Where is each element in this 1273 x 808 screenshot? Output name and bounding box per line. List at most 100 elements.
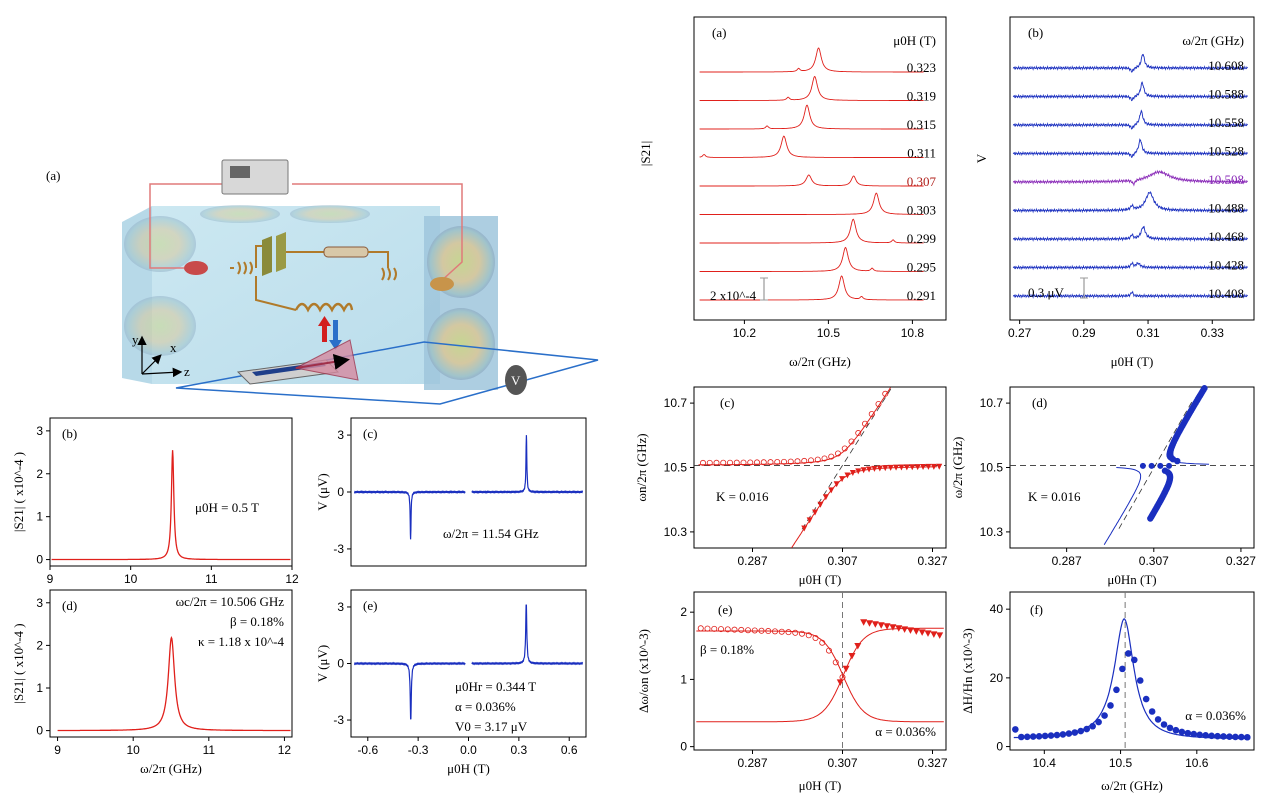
panel-rd: 0.287 0.307 0.327 10.3 10.5 10.7 (d) K = 0.016 ω… (950, 385, 1256, 587)
x-tick-label: 0.307 (827, 554, 857, 568)
open-data-point (758, 627, 765, 634)
panel-label: (e) (718, 602, 732, 617)
linewidth-point (1142, 695, 1150, 703)
upper-branch-point (1201, 385, 1208, 392)
y-tick-label: 2 (36, 467, 43, 481)
upper-branch-point (821, 455, 828, 462)
upper-branch-point (747, 459, 754, 466)
linewidth-point (1190, 730, 1198, 738)
x-axis-label: μ0H (T) (1111, 354, 1154, 369)
linewidth-point (1238, 733, 1245, 741)
x-tick-label: 9 (54, 743, 61, 757)
coupling-annotation: K = 0.016 (716, 489, 769, 504)
y-tick-label: 10.7 (664, 396, 688, 410)
plot-frame (693, 591, 947, 751)
x-tick-label: 0.287 (737, 756, 767, 770)
upper-branch-point (875, 400, 882, 407)
filled-data-point (924, 630, 932, 637)
y-tick-label: 1 (36, 510, 43, 524)
crossing-point (1148, 462, 1155, 469)
open-data-point (738, 626, 745, 633)
x-axis-label: μ0H (T) (447, 761, 490, 776)
filled-data-point (901, 626, 909, 633)
schematic-panel-label: (a) (46, 168, 60, 183)
lower-branch-point (839, 476, 846, 483)
y-tick-label: 2 (36, 638, 43, 652)
voltage-trace (353, 490, 466, 540)
open-data-point (711, 625, 718, 632)
panel-label: (a) (712, 25, 726, 40)
filled-data-point (854, 642, 862, 650)
mode-lobe-left-bottom (124, 296, 196, 356)
y-tick-label: -3 (333, 713, 344, 727)
open-data-point (697, 625, 704, 632)
field-trace-label: 0.311 (907, 146, 936, 161)
open-data-point (731, 626, 738, 633)
upper-branch-point (767, 459, 774, 466)
lower-branch-point (909, 464, 916, 471)
lower-branch-point (1147, 515, 1154, 522)
s21-stack-trace (699, 246, 924, 272)
y-tick-label: 0 (337, 657, 344, 671)
upper-branch-point (794, 458, 801, 465)
x-tick-label: 0.327 (917, 756, 947, 770)
open-data-point (704, 625, 711, 632)
x-axis-label: μ0H (T) (799, 572, 842, 587)
field-trace-label: 0.307 (907, 174, 937, 189)
linewidth-point (1119, 665, 1126, 673)
lower-branch-point (866, 466, 873, 473)
axis-x-label: x (170, 340, 177, 355)
s21-stack-trace (699, 174, 924, 187)
lower-branch-point (903, 464, 910, 471)
frequency-trace-label: 10.528 (1208, 144, 1244, 159)
filled-data-point (930, 631, 938, 638)
field-trace-label: 0.319 (907, 89, 936, 104)
plot-frame (1009, 16, 1255, 321)
linewidth-point (1035, 732, 1043, 740)
voltage-stack-trace (1012, 290, 1248, 299)
linewidth-point (1208, 732, 1215, 740)
coupling-annotation: K = 0.016 (1028, 489, 1081, 504)
fit-annotation: ωc/2π = 10.506 GHz (176, 594, 285, 609)
x-tick-label: -0.3 (408, 743, 429, 757)
s21-stack-trace (699, 47, 924, 73)
y-tick-label: 20 (990, 671, 1004, 685)
s21-stack-trace (699, 75, 924, 101)
linewidth-point (1172, 726, 1180, 734)
upper-branch-point (808, 457, 815, 464)
x-tick-label: 0.287 (737, 554, 767, 568)
x-tick-label: 0.29 (1072, 326, 1096, 340)
filled-data-point (848, 653, 856, 660)
y-tick-label: 0 (36, 724, 43, 738)
lower-branch-point (817, 501, 824, 508)
lower-branch-point (860, 467, 867, 474)
alpha-annotation: α = 0.036% (875, 724, 936, 739)
x-tick-label: -0.6 (357, 743, 378, 757)
scale-bar-label: 2 x10^-4 (710, 288, 757, 303)
lower-branch-point (801, 525, 808, 532)
s21-trace (51, 450, 291, 561)
field-annotation: μ0H = 0.5 T (195, 500, 259, 515)
s21-stack-trace (699, 218, 924, 244)
x-tick-label: 10.6 (1185, 756, 1209, 770)
upper-branch-point (733, 459, 740, 466)
resistor-icon (323, 246, 369, 258)
circuit-wire-4 (255, 276, 297, 311)
field-arrow-red-head (318, 316, 331, 326)
magnetization-arrow (295, 353, 350, 370)
mode-lobe-top-2 (290, 205, 370, 223)
filled-data-point (860, 619, 868, 626)
cavity-box-front (152, 206, 440, 384)
frequency-trace-label: 10.558 (1208, 115, 1244, 130)
y-tick-label: 10.7 (980, 396, 1004, 410)
linewidth-point (1041, 732, 1049, 740)
x-axis-label: μ0Hn (T) (1107, 572, 1156, 587)
upper-branch-point (774, 459, 781, 466)
lower-branch-point (898, 464, 905, 471)
linewidth-point (1136, 677, 1144, 684)
filled-data-point (842, 665, 850, 673)
x-tick-label: 0.6 (561, 743, 578, 757)
field-trace-label: 0.303 (907, 203, 936, 218)
scale-bar-label: 0.3 μV (1028, 285, 1064, 300)
open-data-point (819, 639, 826, 646)
